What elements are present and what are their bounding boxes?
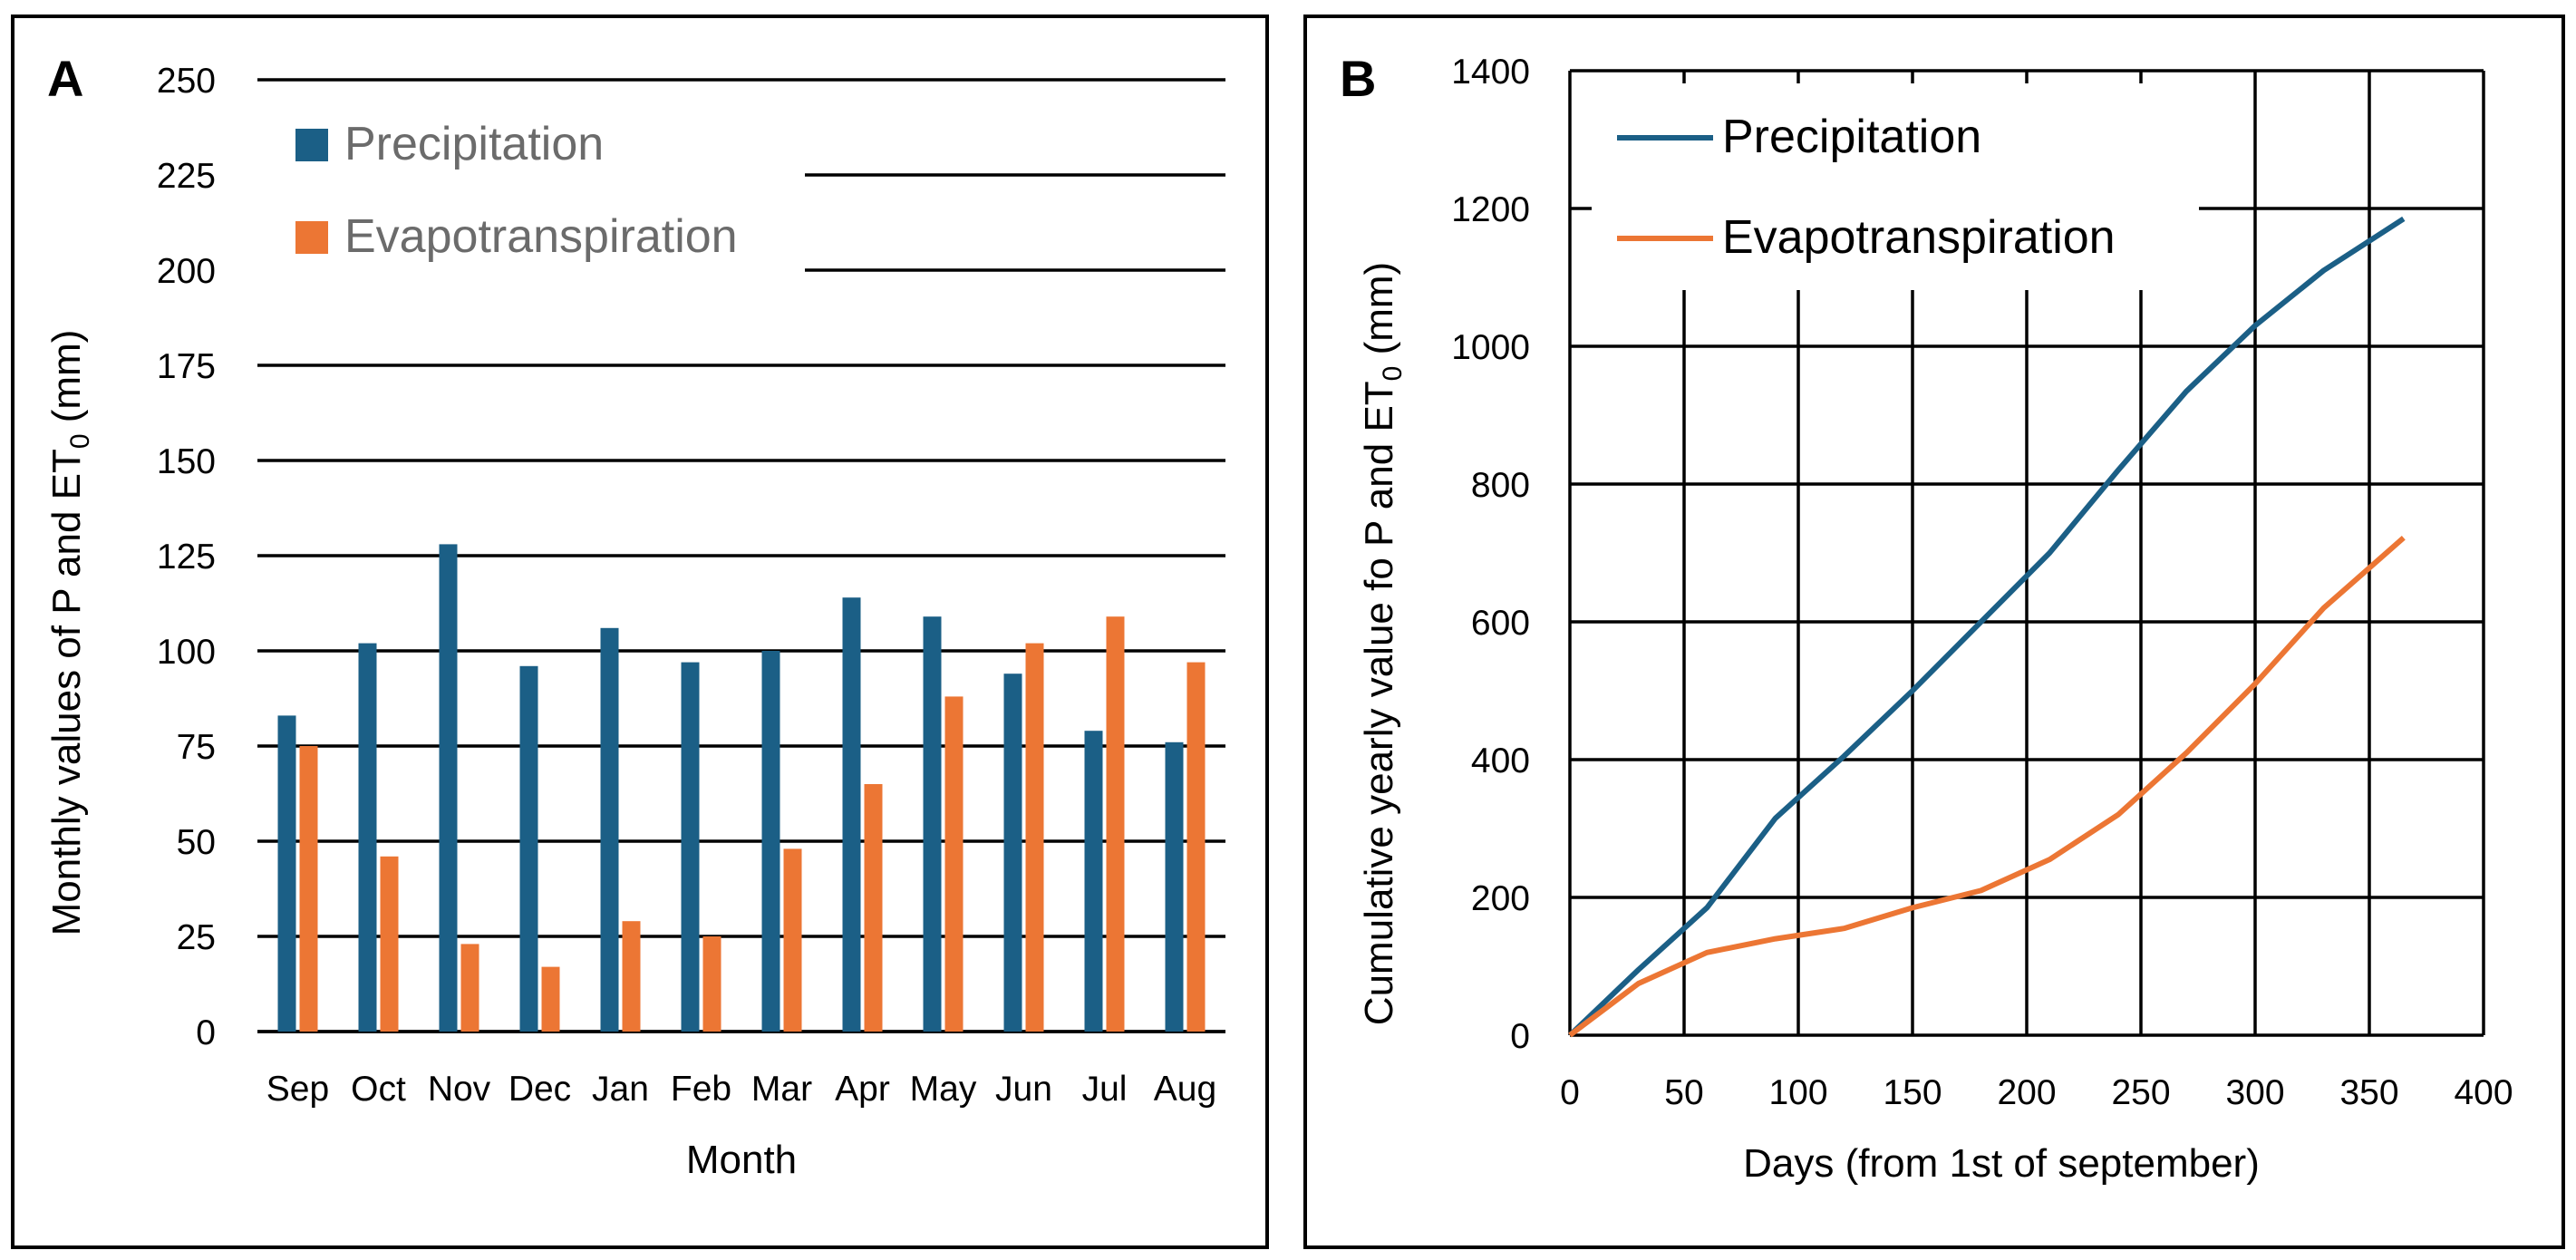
panel-a-border [11, 15, 1269, 1249]
panel-a-y-tick-label-175: 175 [157, 347, 216, 386]
panel-a-y-tick-label-250: 250 [157, 62, 216, 101]
panel-b-x-tick-label-150: 150 [1883, 1073, 1942, 1112]
panel-a-x-tick-label-feb: Feb [671, 1070, 731, 1109]
panel-a-x-tick-label-may: May [910, 1070, 977, 1109]
panel-b-line-precipitation [1567, 216, 2406, 1038]
panel-a-legend-label-evapotranspiration: Evapotranspiration [344, 210, 738, 263]
panel-a-bar-evapotranspiration-dec [541, 966, 560, 1032]
panel-b-x-tick-label-50: 50 [1664, 1073, 1703, 1112]
panel-a-x-axis-title: Month [686, 1138, 797, 1182]
panel-a-x-tick-label-jun: Jun [995, 1070, 1052, 1109]
panel-a-bar-evapotranspiration-aug [1186, 662, 1206, 1032]
panel-a-bar-precipitation-nov [439, 544, 458, 1032]
panel-b-x-tick-label-100: 100 [1768, 1073, 1827, 1112]
panel-a-y-tick-label-125: 125 [157, 538, 216, 577]
panel-a-y-tick-label-100: 100 [157, 633, 216, 672]
panel-b-legend-label-evapotranspiration: Evapotranspiration [1722, 211, 2116, 264]
panel-b-x-tick-label-300: 300 [2225, 1073, 2284, 1112]
panel-b-y-tick-label-600: 600 [1471, 604, 1530, 643]
panel-b-x-tick-label-0: 0 [1560, 1073, 1580, 1112]
panel-a-bar-evapotranspiration-apr [864, 784, 883, 1032]
panel-a-legend: Precipitation Evapotranspiration [295, 118, 738, 263]
panel-b-y-tick-label-1200: 1200 [1451, 190, 1530, 229]
panel-b-y-axis-title: Cumulative yearly value fo P and ET0 (mm… [1357, 262, 1408, 1025]
panel-a-x-tick-label-mar: Mar [751, 1070, 812, 1109]
panel-b-x-ticks: 0 50 100 150 200 250 300 350 400 [1560, 1073, 2513, 1112]
panel-a-bar-precipitation-sep [277, 715, 296, 1032]
panel-b-x-tick-label-250: 250 [2111, 1073, 2170, 1112]
panel-a-y-axis-title: Monthly values of P and ET0 (mm) [44, 330, 95, 936]
panel-a-y-tick-label-225: 225 [157, 157, 216, 196]
panel-b-y-tick-label-400: 400 [1471, 741, 1530, 780]
panel-b: B 0 200 400 600 800 1000 1200 1400 0 50 100 150 200… [1303, 15, 2565, 1249]
panel-a-bar-precipitation-mar [761, 651, 780, 1032]
panel-a-x-tick-label-nov: Nov [428, 1070, 491, 1109]
panel-a-y-axis-title-main: Monthly values of P and ET [44, 449, 89, 935]
panel-a-y-tick-label-200: 200 [157, 252, 216, 291]
panel-b-y-axis-title-unit: (mm) [1357, 262, 1401, 366]
panel-a-x-tick-label-jan: Jan [592, 1070, 649, 1109]
panel-a-bar-precipitation-dec [519, 665, 538, 1032]
panel-a-x-tick-label-jul: Jul [1082, 1070, 1128, 1109]
panel-a-label: A [47, 50, 83, 107]
panel-a-bar-evapotranspiration-jan [622, 921, 641, 1032]
panel-b-y-tick-label-1400: 1400 [1451, 53, 1530, 92]
panel-a-x-ticks: Sep Oct Nov Dec Jan Feb Mar Apr May Jun Jul Aug [266, 1070, 1216, 1109]
panel-a: A 0 25 50 75 100 125 150 175 200 225 250 Sep Oct Nov… [11, 15, 1269, 1249]
panel-a-bar-precipitation-aug [1165, 741, 1184, 1032]
panel-b-legend-label-precipitation: Precipitation [1722, 111, 1981, 163]
panel-b-legend-background [1592, 83, 2199, 290]
panel-a-bar-precipitation-oct [358, 643, 377, 1032]
panel-a-y-axis-title-subscript: 0 [65, 433, 95, 449]
panel-b-y-ticks: 0 200 400 600 800 1000 1200 1400 [1451, 53, 1530, 1056]
panel-a-y-tick-label-50: 50 [177, 823, 216, 862]
panel-b-series-lines [1567, 216, 2406, 1038]
panel-a-y-ticks: 0 25 50 75 100 125 150 175 200 225 250 [157, 62, 216, 1052]
panel-a-legend-swatch-precipitation [295, 129, 328, 161]
panel-a-x-tick-label-apr: Apr [835, 1070, 890, 1109]
panel-a-y-tick-label-150: 150 [157, 442, 216, 481]
panel-a-bar-evapotranspiration-sep [299, 746, 318, 1032]
panel-a-bar-precipitation-feb [681, 662, 700, 1032]
panel-b-border [1303, 15, 2565, 1249]
panel-a-bar-precipitation-may [923, 616, 942, 1032]
panel-b-x-tick-label-400: 400 [2454, 1073, 2513, 1112]
panel-a-y-tick-label-0: 0 [196, 1013, 216, 1052]
panel-a-x-tick-label-dec: Dec [508, 1070, 571, 1109]
panel-a-y-tick-label-25: 25 [177, 918, 216, 957]
panel-b-y-tick-label-0: 0 [1510, 1017, 1530, 1056]
panel-b-y-tick-label-800: 800 [1471, 466, 1530, 505]
panel-a-bar-evapotranspiration-oct [380, 856, 399, 1032]
panel-a-bar-precipitation-apr [842, 597, 861, 1032]
panel-a-bar-precipitation-jun [1003, 674, 1022, 1032]
panel-a-x-tick-label-aug: Aug [1154, 1070, 1216, 1109]
panel-a-legend-label-precipitation: Precipitation [344, 118, 604, 170]
panel-a-bar-evapotranspiration-jun [1025, 643, 1044, 1032]
panel-a-gridlines [257, 78, 1225, 1033]
panel-b-y-tick-label-200: 200 [1471, 879, 1530, 918]
panel-a-bar-precipitation-jul [1084, 731, 1103, 1032]
panel-a-y-axis-title-unit: (mm) [44, 330, 89, 434]
panel-a-bar-evapotranspiration-mar [783, 848, 802, 1032]
panel-a-x-tick-label-oct: Oct [351, 1070, 406, 1109]
panel-a-bar-evapotranspiration-jul [1106, 616, 1125, 1032]
panel-a-x-tick-label-sep: Sep [266, 1070, 329, 1109]
panel-a-bar-evapotranspiration-feb [702, 936, 721, 1032]
panel-b-y-axis-title-main: Cumulative yearly value fo P and ET [1357, 381, 1401, 1025]
panel-b-x-axis-title: Days (from 1st of september) [1743, 1141, 2260, 1186]
panel-b-legend: Precipitation Evapotranspiration [1592, 83, 2199, 290]
panel-b-line-evapotranspiration [1568, 536, 2406, 1038]
panel-a-y-tick-label-75: 75 [177, 728, 216, 767]
panel-a-legend-swatch-evapotranspiration [295, 221, 328, 254]
panel-a-bar-evapotranspiration-may [944, 696, 964, 1032]
panel-a-bar-precipitation-jan [600, 627, 619, 1032]
panel-b-label: B [1340, 50, 1376, 107]
panel-b-y-axis-title-subscript: 0 [1378, 366, 1408, 382]
panel-a-bars [277, 544, 1206, 1032]
panel-b-y-tick-label-1000: 1000 [1451, 328, 1530, 367]
panel-b-x-tick-label-200: 200 [1997, 1073, 2056, 1112]
panel-a-bar-evapotranspiration-nov [460, 944, 479, 1032]
panel-b-x-tick-label-350: 350 [2339, 1073, 2398, 1112]
